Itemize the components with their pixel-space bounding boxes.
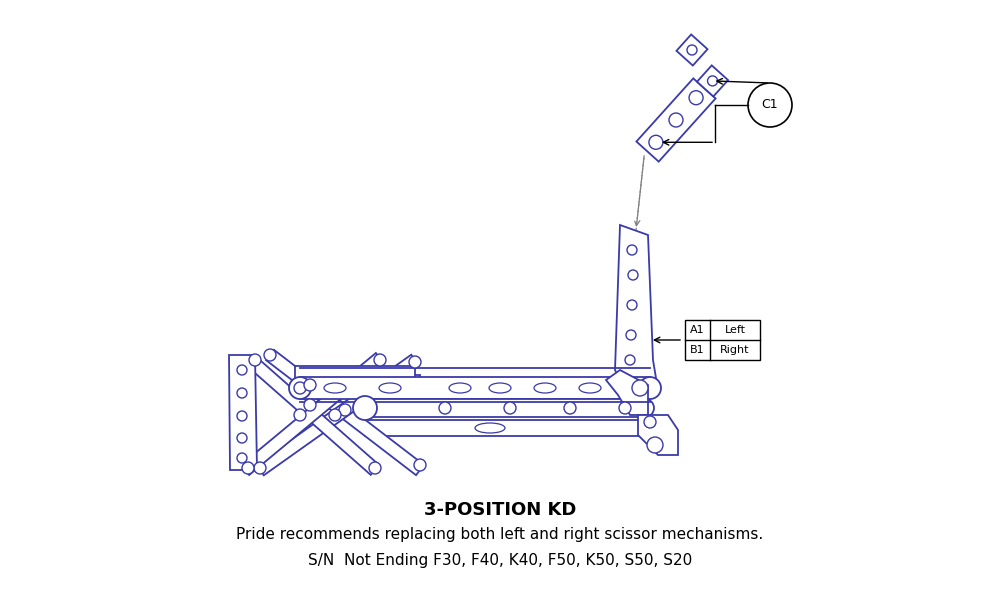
Circle shape [237,453,247,463]
Text: Left: Left [724,325,746,335]
Circle shape [687,45,697,55]
Polygon shape [300,375,420,395]
Circle shape [353,396,377,420]
Circle shape [374,354,386,366]
Circle shape [564,402,576,414]
Circle shape [414,459,426,471]
Circle shape [304,399,316,411]
Polygon shape [676,34,708,65]
Text: C1: C1 [762,98,778,112]
Text: S/N  Not Ending F30, F40, K40, F50, K50, S50, S20: S/N Not Ending F30, F40, K40, F50, K50, … [308,553,692,568]
Circle shape [237,365,247,375]
Circle shape [409,356,421,368]
Circle shape [254,462,266,474]
Polygon shape [365,420,640,436]
Circle shape [504,402,516,414]
Circle shape [669,113,683,127]
Circle shape [627,300,637,310]
Circle shape [237,411,247,421]
Polygon shape [638,415,678,455]
Circle shape [339,404,351,416]
Text: Right: Right [720,345,750,355]
Circle shape [294,409,306,421]
Circle shape [748,83,792,127]
Polygon shape [266,350,424,475]
Circle shape [644,416,656,428]
Circle shape [639,377,661,399]
Circle shape [237,433,247,443]
Circle shape [304,379,316,391]
Polygon shape [241,353,384,475]
Circle shape [294,382,306,394]
Polygon shape [606,370,648,415]
Circle shape [619,402,631,414]
Circle shape [264,349,276,361]
Circle shape [632,380,648,396]
Polygon shape [246,355,379,475]
Circle shape [237,388,247,398]
Text: B1: B1 [690,345,705,355]
Polygon shape [697,65,728,97]
Circle shape [439,402,451,414]
Circle shape [627,245,637,255]
Circle shape [242,462,254,474]
Ellipse shape [534,383,556,393]
Ellipse shape [489,383,511,393]
Text: 3-POSITION KD: 3-POSITION KD [424,501,576,519]
Circle shape [628,270,638,280]
Polygon shape [365,399,645,417]
Text: Pride recommends replacing both left and right scissor mechanisms.: Pride recommends replacing both left and… [236,527,764,542]
Polygon shape [636,79,716,161]
Polygon shape [256,355,419,475]
Ellipse shape [579,383,601,393]
Ellipse shape [324,383,346,393]
Circle shape [626,330,636,340]
Polygon shape [229,355,257,470]
Circle shape [369,462,381,474]
Circle shape [708,76,718,86]
Circle shape [647,437,663,453]
Bar [685,320,760,360]
Ellipse shape [449,383,471,393]
Ellipse shape [475,423,505,433]
Text: A1: A1 [690,325,705,335]
Circle shape [289,377,311,399]
Circle shape [249,354,261,366]
Polygon shape [300,377,650,399]
Circle shape [689,91,703,105]
Circle shape [329,409,341,421]
Ellipse shape [379,383,401,393]
Circle shape [636,399,654,417]
Polygon shape [295,366,415,384]
Polygon shape [615,225,658,390]
Circle shape [649,135,663,149]
Circle shape [356,399,374,417]
Circle shape [625,355,635,365]
